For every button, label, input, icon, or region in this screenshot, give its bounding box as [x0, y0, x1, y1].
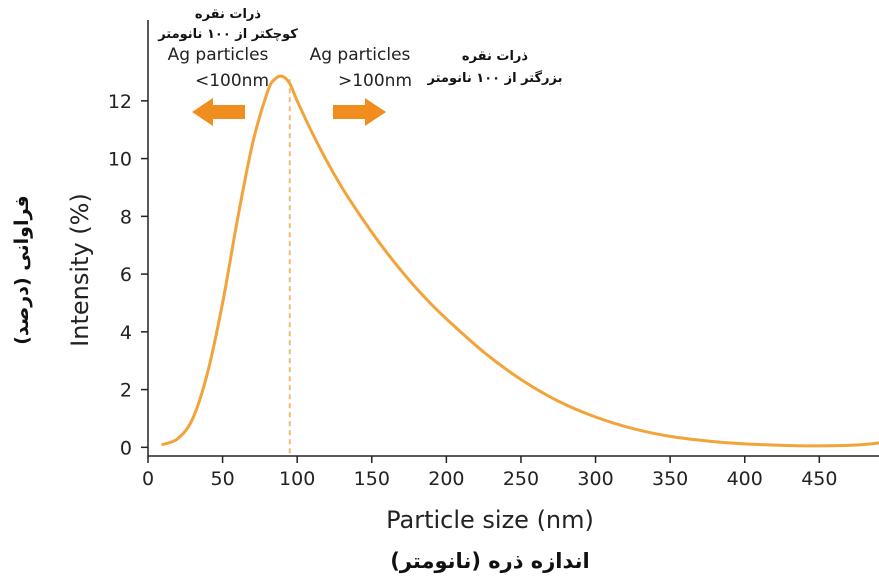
- x-tick-label: 200: [428, 468, 464, 490]
- annotation-left-en-2: <100nm: [195, 71, 269, 91]
- annotation-right-fa-1: ذرات نقره: [462, 49, 529, 64]
- x-ticks: 0 50 100 150 200 250 300 350 400 450: [142, 456, 837, 490]
- x-tick-label: 250: [503, 468, 539, 490]
- x-tick-label: 100: [279, 468, 315, 490]
- x-tick-label: 150: [354, 468, 390, 490]
- y-tick-label: 2: [120, 380, 132, 402]
- annotation-right-en-2: >100nm: [338, 71, 412, 91]
- y-tick-label: 6: [120, 264, 132, 286]
- x-tick-label: 0: [142, 468, 154, 490]
- y-axis-title-fa: فراوانی (درصد): [11, 195, 33, 344]
- series-line: [161, 74, 879, 448]
- axes: 0 50 100 150 200 250 300 350 400 450 0 2 4 6 8 10 12: [108, 20, 879, 490]
- y-tick-label: 4: [120, 322, 132, 344]
- x-tick-label: 350: [652, 468, 688, 490]
- x-axis-title-fa: اندازه ذره (نانومتر): [390, 549, 589, 573]
- arrow-right-icon: [333, 98, 386, 126]
- annotation-left-fa-1: ذرات نقره: [195, 7, 262, 22]
- x-tick-label: 450: [801, 468, 837, 490]
- y-tick-label: 0: [120, 437, 132, 459]
- y-tick-label: 8: [120, 206, 132, 228]
- y-axis-title: Intensity (%): [66, 193, 94, 347]
- x-axis-title: Particle size (nm): [386, 506, 594, 534]
- y-tick-label: 10: [108, 149, 132, 171]
- annotation-left-en-1: Ag particles: [168, 45, 269, 65]
- x-tick-label: 300: [577, 468, 613, 490]
- annotation-right-en-1: Ag particles: [310, 45, 411, 65]
- y-tick-label: 12: [108, 91, 132, 113]
- y-ticks: 0 2 4 6 8 10 12: [108, 91, 148, 459]
- annotation-right-fa-2: بزرگتر از ۱۰۰ نانومتر: [427, 70, 563, 86]
- x-tick-label: 400: [727, 468, 763, 490]
- arrow-left-icon: [192, 98, 245, 126]
- annotation-left-fa-2: کوچکتر از ۱۰۰ نانومتر: [157, 27, 298, 42]
- x-tick-label: 50: [210, 468, 234, 490]
